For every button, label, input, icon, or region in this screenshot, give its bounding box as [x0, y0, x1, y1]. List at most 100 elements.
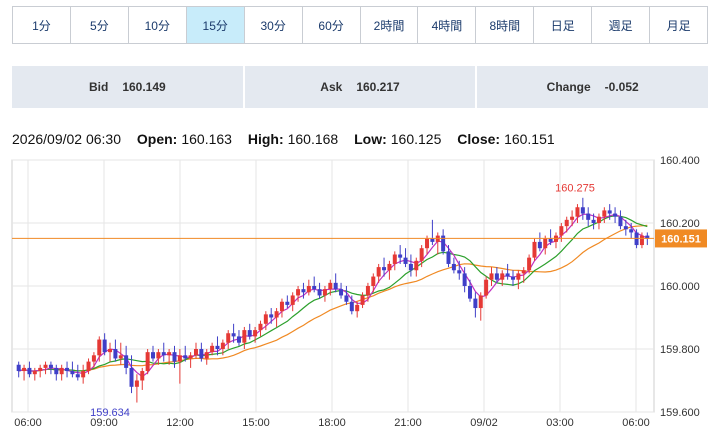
timeframe-tab[interactable]: 10分: [128, 7, 187, 43]
candle-body: [247, 330, 252, 337]
x-tick-label: 03:00: [546, 417, 574, 429]
low-annotation: 159.634: [90, 407, 130, 419]
candle-body: [398, 254, 403, 258]
timeframe-tab[interactable]: 15分: [186, 7, 245, 43]
timeframe-tab[interactable]: 30分: [244, 7, 303, 43]
timeframe-tab[interactable]: 日足: [534, 7, 593, 43]
x-tick-label: 06:00: [14, 417, 42, 429]
candle-body: [151, 352, 156, 359]
candle-body: [296, 289, 301, 296]
candle-body: [613, 213, 618, 217]
candle-body: [108, 349, 113, 353]
candle-body: [16, 364, 21, 372]
bid-box: Bid 160.149: [12, 66, 243, 108]
candle-body: [360, 295, 365, 305]
candle-body: [618, 216, 623, 227]
open-value: 160.163: [181, 131, 232, 147]
ohlc-readout: 2026/09/02 06:30 Open: 160.163 High: 160.1…: [12, 131, 555, 147]
candle-body: [623, 226, 628, 230]
candle-body: [193, 349, 198, 356]
candle-body: [414, 260, 419, 271]
candle-body: [22, 367, 27, 372]
x-tick-label: 18:00: [318, 417, 346, 429]
candle-body: [425, 238, 430, 249]
timeframe-tab[interactable]: 4時間: [418, 7, 477, 43]
timeframe-tab[interactable]: 月足: [650, 7, 708, 43]
candle-body: [65, 367, 70, 372]
y-tick-label: 160.200: [660, 218, 700, 230]
candle-body: [521, 270, 526, 274]
candle-body: [118, 355, 123, 359]
candle-body: [204, 352, 209, 359]
candle-body: [199, 349, 204, 359]
candle-body: [451, 263, 456, 271]
candle-body: [48, 364, 53, 368]
ma-long-line: [18, 224, 648, 372]
high-label: High:: [247, 131, 284, 147]
candle-body: [220, 342, 225, 349]
candle-body: [564, 219, 569, 227]
candle-body: [537, 241, 542, 249]
candle-body: [285, 301, 290, 305]
timeframe-tab[interactable]: 60分: [302, 7, 361, 43]
candle-body: [161, 352, 166, 356]
high-annotation: 160.275: [555, 182, 595, 194]
candle-body: [516, 273, 521, 280]
candle-body: [81, 371, 86, 378]
candle-body: [188, 355, 193, 359]
candle-body: [500, 273, 505, 280]
candle-body: [570, 216, 575, 220]
candle-body: [344, 295, 349, 302]
candle-body: [457, 270, 462, 274]
candle-body: [639, 235, 644, 246]
candle-body: [177, 355, 182, 362]
candle-body: [75, 374, 80, 378]
low-value: 160.125: [390, 131, 442, 147]
timeframe-tab[interactable]: 1分: [13, 7, 71, 43]
y-tick-label: 159.800: [660, 344, 700, 356]
candle-body: [543, 238, 548, 249]
candle-body: [494, 273, 499, 280]
candlestick-chart[interactable]: 160.400 160.200 160.000 159.800 159.600 06:00…: [0, 150, 720, 434]
candle-body: [183, 355, 188, 359]
timeframe-tab[interactable]: 週足: [592, 7, 651, 43]
candle-body: [333, 282, 338, 290]
open-label: Open:: [136, 131, 178, 147]
x-tick-label: 21:00: [394, 417, 422, 429]
x-tick-label: 12:00: [166, 417, 194, 429]
candle-body: [32, 371, 37, 375]
candle-body: [387, 263, 392, 271]
candle-body: [129, 367, 134, 387]
candle-body: [408, 263, 413, 271]
candle-body: [382, 267, 387, 271]
ma-mid-line: [18, 215, 648, 372]
close-value: 160.151: [504, 131, 555, 147]
timeframe-tab[interactable]: 8時間: [476, 7, 535, 43]
candle-body: [559, 226, 564, 236]
low-label: Low:: [354, 131, 387, 147]
candle-body: [629, 229, 634, 233]
quote-bar: Bid 160.149 Ask 160.217 Change -0.052: [12, 66, 709, 108]
candle-body: [236, 336, 241, 343]
candle-body: [91, 355, 96, 362]
candle-body: [446, 251, 451, 264]
x-tick-label: 09/02: [470, 417, 498, 429]
candle-body: [102, 339, 107, 353]
bid-value: 160.149: [122, 80, 166, 94]
candle-body: [527, 257, 532, 271]
timeframe-tab[interactable]: 5分: [70, 7, 129, 43]
candle-body: [371, 276, 376, 286]
ask-label: Ask: [320, 80, 343, 94]
candle-body: [258, 323, 263, 331]
change-label: Change: [546, 80, 591, 94]
bid-label: Bid: [88, 80, 109, 94]
y-tick-label: 160.400: [660, 155, 700, 167]
candle-body: [27, 367, 32, 375]
candle-body: [43, 364, 48, 368]
candle-body: [140, 371, 145, 381]
timeframe-tab[interactable]: 2時間: [360, 7, 419, 43]
close-label: Close:: [457, 131, 501, 147]
candle-body: [317, 289, 322, 296]
candle-body: [478, 295, 483, 309]
candle-body: [505, 273, 510, 277]
